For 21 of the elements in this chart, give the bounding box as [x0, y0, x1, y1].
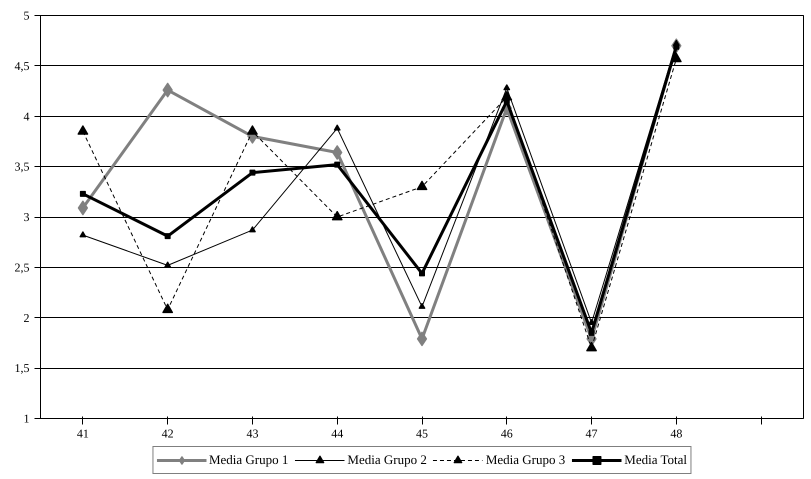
y-tick-label: 4,5: [14, 58, 30, 73]
legend-label: Media Grupo 1: [208, 452, 288, 468]
x-tick-label: 43: [246, 426, 258, 440]
legend-label: Media Total: [624, 452, 688, 468]
y-tick-label: 1: [24, 412, 30, 426]
legend-label: Media Grupo 2: [347, 452, 427, 468]
y-tick-label: 2,5: [14, 260, 30, 274]
x-tick-label: 42: [162, 426, 174, 440]
x-tick-label: 45: [416, 426, 428, 440]
x-tick-label: 41: [76, 426, 89, 440]
y-tick-label: 3,5: [14, 160, 30, 174]
x-tick-label: 44: [331, 426, 344, 440]
x-tick-label: 47: [586, 426, 598, 440]
x-tick-label: 46: [500, 426, 513, 440]
y-tick-label: 1,5: [14, 361, 30, 376]
y-tick-label: 2: [24, 310, 30, 325]
y-tick-label: 5: [24, 8, 30, 22]
y-tick-label: 3: [24, 210, 30, 224]
legend-label: Media Grupo 3: [486, 452, 566, 468]
x-tick-label: 48: [670, 426, 682, 440]
y-tick-label: 4: [24, 109, 30, 124]
